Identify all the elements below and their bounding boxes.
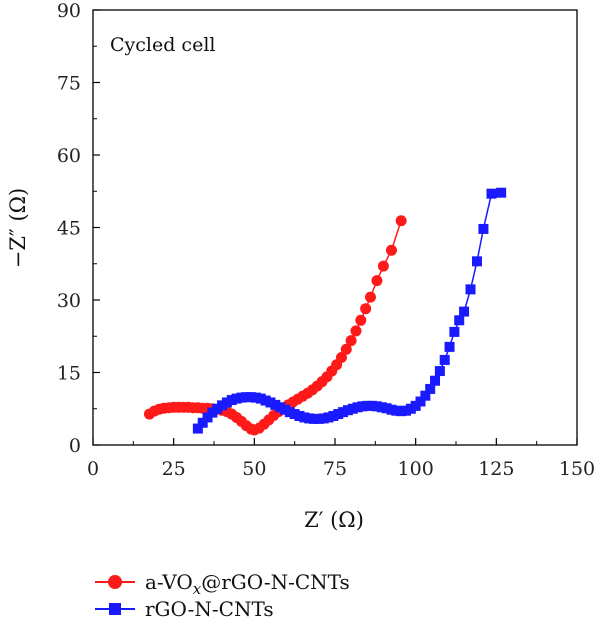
data-point bbox=[496, 187, 507, 198]
data-point bbox=[371, 275, 383, 287]
legend-label-0-main: a-VO bbox=[145, 570, 193, 594]
data-point bbox=[192, 423, 203, 434]
x-tick-label: 125 bbox=[478, 458, 514, 480]
series-1 bbox=[192, 187, 507, 434]
data-point bbox=[454, 315, 465, 326]
y-tick-label: 90 bbox=[57, 0, 81, 22]
x-axis-label: Z′ (Ω) bbox=[304, 508, 364, 532]
legend-label-0: a-VOx@rGO-N-CNTs bbox=[145, 570, 350, 598]
legend: a-VOx@rGO-N-CNTs rGO-N-CNTs bbox=[95, 570, 350, 621]
y-tick-label: 60 bbox=[57, 145, 81, 167]
x-tick-label: 150 bbox=[559, 458, 595, 480]
data-point bbox=[465, 284, 476, 295]
series-layer bbox=[143, 187, 507, 436]
data-point bbox=[420, 390, 431, 401]
y-tick-label: 0 bbox=[69, 435, 81, 457]
legend-label-0-subscript: x bbox=[193, 580, 202, 598]
y-tick-label: 45 bbox=[57, 218, 81, 240]
data-point bbox=[335, 352, 347, 364]
data-point bbox=[471, 256, 482, 267]
x-tick-label: 25 bbox=[162, 458, 186, 480]
data-point bbox=[360, 303, 372, 315]
legend-marker-circle-icon bbox=[108, 575, 122, 589]
data-point bbox=[350, 325, 362, 337]
data-point bbox=[430, 375, 441, 386]
data-point bbox=[364, 291, 376, 303]
legend-marker-square-icon bbox=[109, 603, 121, 615]
axes: 0 25 50 75 100 125 150 0 15 30 45 60 75 90 bbox=[57, 0, 595, 480]
annotation-text: Cycled cell bbox=[110, 34, 215, 56]
data-point bbox=[486, 188, 497, 199]
x-tick-label: 0 bbox=[87, 458, 99, 480]
plot-frame bbox=[92, 9, 578, 446]
data-point bbox=[478, 223, 489, 234]
data-point bbox=[415, 396, 426, 407]
data-point bbox=[197, 417, 208, 428]
data-point bbox=[395, 215, 407, 227]
y-tick-label: 15 bbox=[57, 363, 81, 385]
data-point bbox=[355, 314, 367, 326]
data-point bbox=[444, 341, 455, 352]
x-tick-label: 100 bbox=[398, 458, 434, 480]
y-tick-label: 30 bbox=[57, 290, 81, 312]
data-point bbox=[340, 343, 352, 355]
legend-item-0: a-VOx@rGO-N-CNTs bbox=[95, 570, 350, 598]
legend-label-0-rest: @rGO-N-CNTs bbox=[201, 570, 350, 594]
data-point bbox=[345, 335, 357, 347]
data-point bbox=[377, 260, 389, 272]
x-tick-label: 75 bbox=[323, 458, 347, 480]
legend-label-1: rGO-N-CNTs bbox=[145, 597, 274, 621]
data-point bbox=[425, 383, 436, 394]
data-point bbox=[385, 244, 397, 256]
data-point bbox=[459, 306, 470, 317]
data-point bbox=[439, 354, 450, 365]
y-tick-label: 75 bbox=[57, 73, 81, 95]
x-tick-label: 50 bbox=[242, 458, 266, 480]
data-point bbox=[434, 366, 445, 377]
legend-item-1: rGO-N-CNTs bbox=[95, 597, 274, 621]
y-axis-label: −Z″ (Ω) bbox=[6, 188, 30, 269]
data-point bbox=[449, 326, 460, 337]
